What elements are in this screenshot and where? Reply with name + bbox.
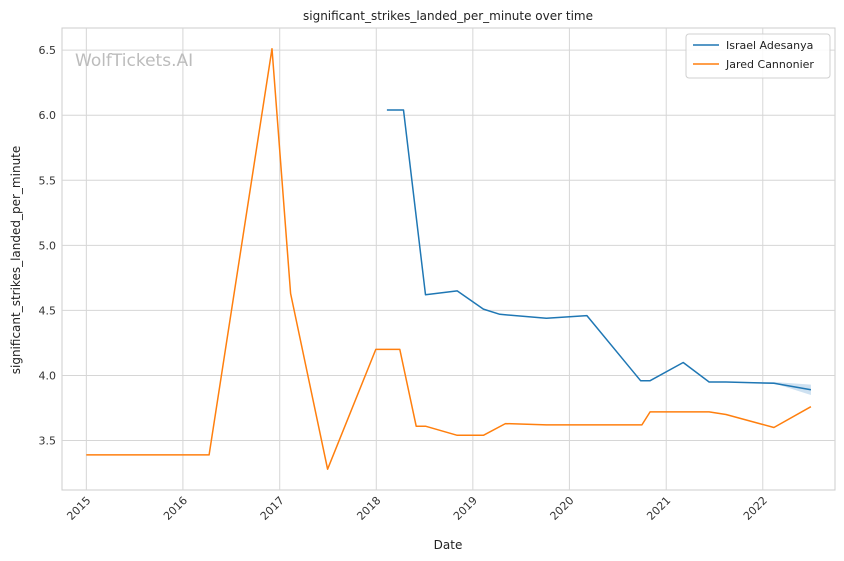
x-axis-label: Date: [434, 538, 463, 552]
y-axis-label: significant_strikes_landed_per_minute: [9, 146, 23, 375]
watermark: WolfTickets.AI: [75, 51, 193, 71]
series-line-jared-cannonier: [86, 48, 812, 470]
y-tick-label: 6.5: [39, 44, 57, 57]
series-line-israel-adesanya: [386, 109, 812, 391]
series-lines: [86, 48, 812, 470]
legend-label-jared-cannonier: Jared Cannonier: [725, 58, 814, 71]
y-tick-label: 4.5: [39, 304, 57, 317]
y-tick-label: 5.5: [39, 174, 57, 187]
legend-box: [685, 33, 831, 79]
y-tick-label: 6.0: [39, 109, 57, 122]
chart-title: significant_strikes_landed_per_minute ov…: [303, 9, 593, 23]
legend: Israel Adesanya Jared Cannonier: [685, 33, 831, 79]
y-tick-label: 3.5: [39, 435, 57, 448]
plot-area: [61, 27, 836, 491]
grid-lines: [62, 28, 835, 490]
y-axis-ticks: 3.5 4.0 4.5 5.0 5.5 6.0 6.5: [39, 44, 57, 447]
y-tick-label: 5.0: [39, 239, 57, 252]
legend-label-israel-adesanya: Israel Adesanya: [726, 39, 813, 52]
y-tick-label: 4.0: [39, 369, 57, 382]
